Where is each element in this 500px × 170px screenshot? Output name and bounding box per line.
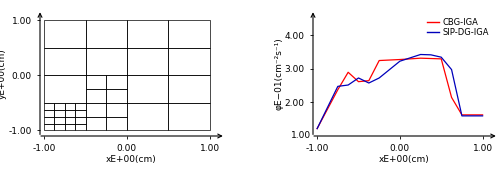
Line: SIP-DG-IGA: SIP-DG-IGA	[317, 55, 482, 129]
Bar	[54, 117, 65, 124]
Bar	[168, 103, 209, 131]
Bar	[44, 117, 54, 124]
CBG-IGA	[418, 57, 424, 59]
Bar	[86, 89, 106, 103]
Bar	[75, 110, 86, 117]
Bar	[106, 103, 127, 117]
Bar	[65, 110, 75, 117]
Bar	[86, 117, 106, 131]
Bar	[44, 20, 86, 48]
SIP-DG-IGA	[356, 77, 362, 79]
Bar	[44, 110, 54, 117]
CBG-IGA	[397, 58, 403, 61]
SIP-DG-IGA	[448, 69, 454, 71]
Legend: CBG-IGA, SIP-DG-IGA: CBG-IGA, SIP-DG-IGA	[425, 16, 491, 39]
Bar	[65, 124, 75, 131]
SIP-DG-IGA	[345, 84, 351, 86]
Bar	[86, 75, 106, 89]
Bar	[65, 103, 75, 110]
Bar	[106, 75, 127, 89]
CBG-IGA	[480, 114, 486, 116]
Bar	[127, 75, 168, 103]
Line: CBG-IGA: CBG-IGA	[317, 58, 482, 129]
SIP-DG-IGA	[418, 54, 424, 56]
Bar	[44, 103, 54, 110]
Bar	[54, 124, 65, 131]
Bar	[86, 48, 127, 75]
CBG-IGA	[335, 89, 341, 91]
Bar	[168, 48, 209, 75]
Bar	[75, 103, 86, 110]
SIP-DG-IGA	[314, 128, 320, 130]
SIP-DG-IGA	[438, 56, 444, 58]
Bar	[65, 117, 75, 124]
CBG-IGA	[459, 114, 465, 116]
Bar	[44, 48, 86, 75]
CBG-IGA	[376, 59, 382, 62]
CBG-IGA	[366, 80, 372, 82]
SIP-DG-IGA	[376, 77, 382, 79]
CBG-IGA	[438, 58, 444, 60]
SIP-DG-IGA	[335, 85, 341, 87]
Bar	[106, 117, 127, 131]
Bar	[127, 48, 168, 75]
CBG-IGA	[345, 71, 351, 73]
SIP-DG-IGA	[366, 82, 372, 84]
Bar	[75, 117, 86, 124]
Bar	[54, 103, 65, 110]
CBG-IGA	[356, 81, 362, 83]
Bar	[75, 124, 86, 131]
Y-axis label: φE−01(cm⁻²s⁻¹): φE−01(cm⁻²s⁻¹)	[274, 38, 283, 110]
Bar	[44, 75, 86, 103]
Bar	[168, 75, 209, 103]
Bar	[86, 20, 127, 48]
Bar	[86, 103, 106, 117]
CBG-IGA	[314, 128, 320, 130]
X-axis label: xE+00(cm): xE+00(cm)	[378, 155, 430, 164]
X-axis label: xE+00(cm): xE+00(cm)	[106, 155, 156, 164]
SIP-DG-IGA	[397, 60, 403, 62]
SIP-DG-IGA	[428, 54, 434, 56]
Bar	[127, 103, 168, 131]
Y-axis label: yE+00(cm): yE+00(cm)	[0, 49, 7, 99]
CBG-IGA	[448, 96, 454, 98]
SIP-DG-IGA	[459, 115, 465, 117]
Bar	[106, 89, 127, 103]
Text: 1.00: 1.00	[291, 132, 312, 140]
Bar	[127, 20, 168, 48]
Bar	[168, 20, 209, 48]
SIP-DG-IGA	[480, 115, 486, 117]
Bar	[44, 124, 54, 131]
Bar	[54, 110, 65, 117]
